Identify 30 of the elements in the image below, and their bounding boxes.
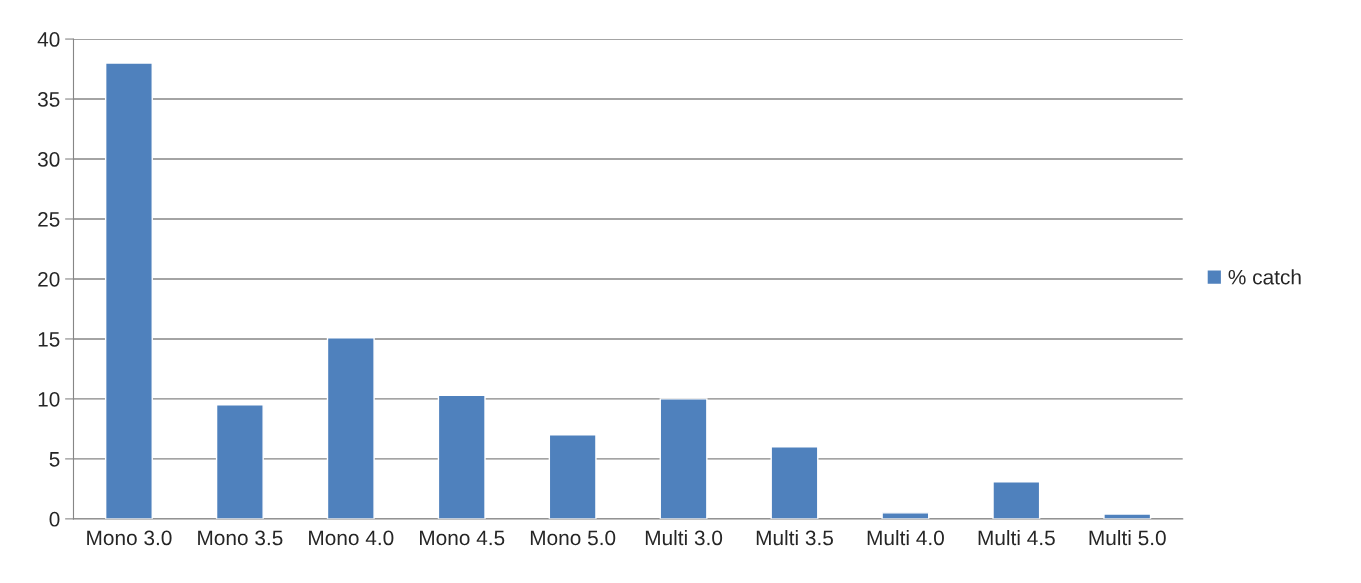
y-tick-label: 15 bbox=[38, 332, 60, 347]
y-tick-label: 40 bbox=[37, 32, 60, 47]
y-tick-label: 10 bbox=[38, 391, 60, 407]
bar bbox=[659, 398, 708, 519]
y-tick-label: 0 bbox=[49, 511, 60, 527]
x-tick-label: Multi 5.0 bbox=[1089, 529, 1166, 546]
y-tick-label: 5 bbox=[49, 452, 60, 467]
x-tick-label: Multi 3.0 bbox=[645, 529, 723, 546]
bar bbox=[881, 512, 930, 519]
x-tick-label: Mono 3.0 bbox=[87, 530, 172, 546]
bar bbox=[437, 394, 486, 519]
bar bbox=[104, 62, 153, 519]
bar bbox=[215, 404, 264, 519]
bar bbox=[1103, 513, 1152, 519]
x-tick-label: Multi 4.5 bbox=[978, 529, 1055, 546]
x-tick-label: Mono 4.0 bbox=[309, 530, 394, 546]
legend-label: % catch bbox=[1228, 269, 1301, 285]
x-tick-label: Multi 3.5 bbox=[756, 529, 833, 546]
y-tick-label: 35 bbox=[37, 92, 60, 107]
x-tick-label: Mono 5.0 bbox=[530, 530, 616, 546]
y-tick-label: 30 bbox=[37, 152, 60, 167]
bar bbox=[326, 337, 375, 519]
x-tick-label: Mono 3.5 bbox=[198, 530, 283, 546]
y-tick-label: 25 bbox=[38, 211, 60, 227]
bar bbox=[770, 446, 819, 519]
y-tick-label: 20 bbox=[38, 271, 60, 287]
x-tick-label: Multi 4.0 bbox=[867, 529, 944, 546]
bar bbox=[548, 434, 597, 519]
bar bbox=[992, 480, 1041, 519]
x-tick-label: Mono 4.5 bbox=[420, 530, 505, 546]
